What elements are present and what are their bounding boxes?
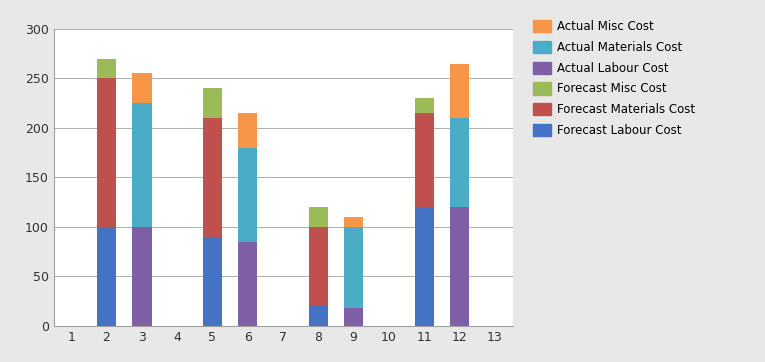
Bar — [97, 227, 116, 326]
Bar — [308, 207, 328, 227]
Bar — [203, 88, 222, 118]
Bar — [238, 148, 258, 242]
Bar — [415, 98, 434, 113]
Bar — [344, 227, 363, 308]
Bar — [415, 207, 434, 326]
Bar — [344, 308, 363, 326]
Bar — [415, 113, 434, 207]
Legend: Actual Misc Cost, Actual Materials Cost, Actual Labour Cost, Forecast Misc Cost,: Actual Misc Cost, Actual Materials Cost,… — [530, 17, 698, 140]
Bar — [450, 64, 469, 118]
Bar — [344, 217, 363, 227]
Bar — [97, 59, 116, 79]
Bar — [308, 306, 328, 326]
Bar — [238, 113, 258, 148]
Bar — [97, 79, 116, 227]
Bar — [203, 237, 222, 326]
Bar — [203, 118, 222, 237]
Bar — [450, 118, 469, 207]
Bar — [132, 227, 151, 326]
Bar — [132, 73, 151, 103]
Bar — [450, 207, 469, 326]
Bar — [308, 227, 328, 306]
Bar — [132, 103, 151, 227]
Bar — [238, 242, 258, 326]
